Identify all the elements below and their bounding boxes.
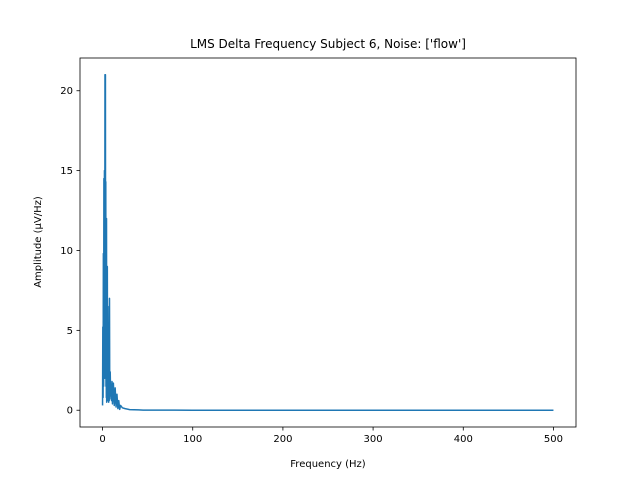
- y-tick-label: 5: [67, 326, 73, 337]
- x-tick-label: 0: [99, 434, 105, 445]
- x-axis: 0 100 200 300 400 500: [99, 427, 563, 445]
- y-tick-label: 15: [60, 166, 73, 177]
- axes-frame: [79, 57, 577, 428]
- x-axis-label: Frequency (Hz): [290, 459, 366, 470]
- y-tick-label: 10: [60, 246, 73, 257]
- x-tick-label: 200: [273, 434, 292, 445]
- x-tick-label: 300: [364, 434, 383, 445]
- y-axis: 0 5 10 15 20: [60, 86, 80, 417]
- x-tick-label: 400: [454, 434, 473, 445]
- x-tick-label: 100: [183, 434, 202, 445]
- plot-area: [101, 74, 554, 411]
- y-axis-label: Amplitude (µV/Hz): [33, 196, 44, 288]
- x-tick-label: 500: [544, 434, 563, 445]
- chart-title: LMS Delta Frequency Subject 6, Noise: ['…: [190, 37, 466, 51]
- series-line-0: [101, 74, 554, 411]
- y-tick-label: 0: [67, 406, 73, 417]
- y-tick-label: 20: [60, 86, 73, 97]
